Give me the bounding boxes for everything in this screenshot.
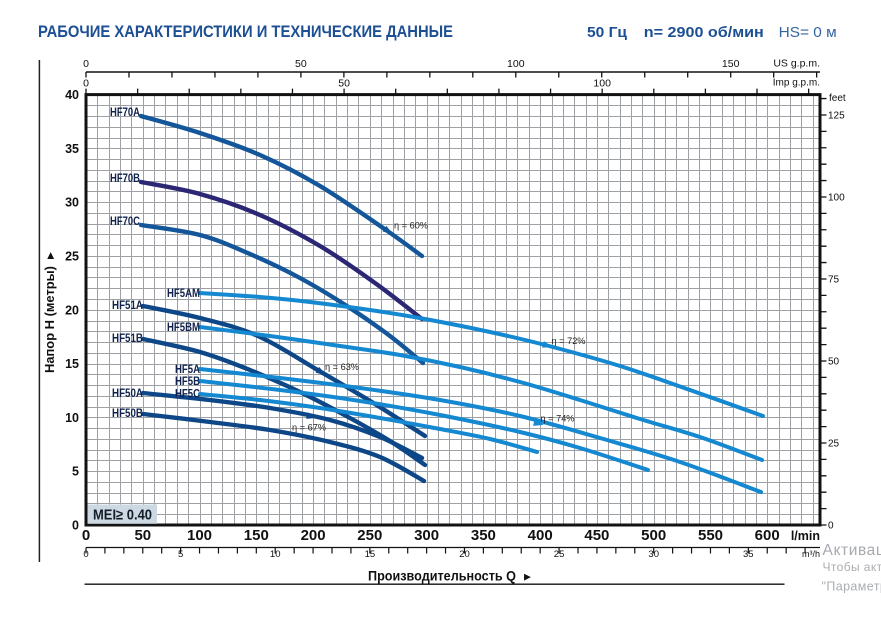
- svg-text:5: 5: [178, 549, 183, 560]
- svg-text:HF51A: HF51A: [112, 300, 143, 312]
- svg-text:15: 15: [65, 357, 79, 371]
- svg-text:0: 0: [82, 527, 90, 544]
- svg-text:100: 100: [593, 78, 611, 90]
- svg-text:0: 0: [72, 519, 79, 533]
- svg-text:550: 550: [698, 527, 723, 544]
- svg-text:l/min: l/min: [791, 529, 820, 543]
- svg-text:MEI≥ 0.40: MEI≥ 0.40: [93, 508, 152, 524]
- svg-text:15: 15: [365, 549, 376, 560]
- svg-text:0: 0: [83, 78, 89, 90]
- svg-text:HF5AM: HF5AM: [167, 288, 200, 300]
- svg-text:Чтобы актив: Чтобы актив: [823, 560, 881, 574]
- svg-text:10: 10: [65, 411, 79, 425]
- svg-text:Активация: Активация: [823, 542, 881, 559]
- svg-text:HS= 0 м: HS= 0 м: [779, 24, 837, 41]
- svg-text:HF50B: HF50B: [112, 408, 143, 420]
- svg-text:100: 100: [507, 58, 525, 70]
- svg-text:250: 250: [357, 527, 382, 544]
- svg-text:РАБОЧИЕ ХАРАКТЕРИСТИКИ И ТЕХНИ: РАБОЧИЕ ХАРАКТЕРИСТИКИ И ТЕХНИЧЕСКИЕ ДАН…: [38, 22, 453, 41]
- svg-text:100: 100: [187, 527, 212, 544]
- svg-text:0: 0: [83, 58, 89, 70]
- svg-text:feet: feet: [829, 93, 846, 104]
- svg-text:η = 74%: η = 74%: [541, 414, 575, 424]
- svg-text:50: 50: [134, 527, 151, 544]
- svg-text:10: 10: [270, 549, 281, 560]
- svg-text:20: 20: [459, 549, 470, 560]
- svg-text:▶: ▶: [524, 572, 531, 582]
- svg-text:400: 400: [528, 527, 553, 544]
- svg-text:50: 50: [828, 357, 840, 368]
- svg-text:HF5B: HF5B: [175, 376, 200, 388]
- svg-text:0: 0: [83, 549, 88, 560]
- svg-text:US g.p.m.: US g.p.m.: [773, 58, 820, 70]
- svg-text:40: 40: [65, 88, 79, 102]
- svg-text:25: 25: [828, 439, 840, 450]
- svg-text:125: 125: [828, 111, 845, 122]
- svg-text:η = 67%: η = 67%: [292, 423, 326, 433]
- svg-text:η = 72%: η = 72%: [552, 336, 586, 346]
- svg-text:HF70A: HF70A: [110, 107, 140, 119]
- svg-text:350: 350: [471, 527, 496, 544]
- svg-text:20: 20: [65, 303, 79, 317]
- svg-text:Производительность Q: Производительность Q: [368, 569, 516, 584]
- svg-text:600: 600: [755, 527, 780, 544]
- svg-text:η = 60%: η = 60%: [394, 221, 428, 231]
- svg-text:Imp g.p.m.: Imp g.p.m.: [773, 78, 820, 89]
- svg-text:30: 30: [648, 549, 659, 560]
- svg-text:5: 5: [72, 465, 79, 479]
- svg-text:Напор H (метры): Напор H (метры): [43, 266, 57, 373]
- svg-text:HF5A: HF5A: [175, 364, 200, 376]
- svg-text:HF5C: HF5C: [175, 389, 200, 401]
- svg-text:HF70B: HF70B: [110, 173, 140, 185]
- svg-text:n= 2900 об/мин: n= 2900 об/мин: [644, 24, 764, 41]
- svg-text:300: 300: [414, 527, 439, 544]
- svg-text:200: 200: [301, 527, 326, 544]
- svg-text:HF5BM: HF5BM: [167, 322, 200, 334]
- svg-text:50 Гц: 50 Гц: [587, 24, 628, 41]
- svg-text:30: 30: [65, 196, 79, 210]
- svg-text:100: 100: [828, 193, 845, 204]
- svg-text:HF70C: HF70C: [110, 216, 140, 228]
- svg-text:m³/h: m³/h: [802, 549, 820, 559]
- svg-text:50: 50: [295, 58, 307, 70]
- svg-text:75: 75: [828, 275, 840, 286]
- svg-text:0: 0: [828, 521, 834, 532]
- svg-text:500: 500: [641, 527, 666, 544]
- svg-text:"Параметр: "Параметр: [822, 580, 881, 594]
- svg-text:▶: ▶: [45, 252, 55, 259]
- svg-text:HF50A: HF50A: [112, 388, 143, 400]
- svg-text:25: 25: [65, 249, 79, 263]
- svg-text:HF51B: HF51B: [112, 333, 143, 345]
- svg-text:150: 150: [244, 527, 269, 544]
- svg-text:η = 63%: η = 63%: [325, 362, 359, 372]
- svg-text:50: 50: [338, 78, 350, 90]
- svg-text:35: 35: [65, 142, 79, 156]
- svg-text:150: 150: [722, 58, 740, 70]
- svg-text:35: 35: [743, 549, 754, 560]
- svg-text:450: 450: [584, 527, 609, 544]
- svg-text:25: 25: [554, 549, 565, 560]
